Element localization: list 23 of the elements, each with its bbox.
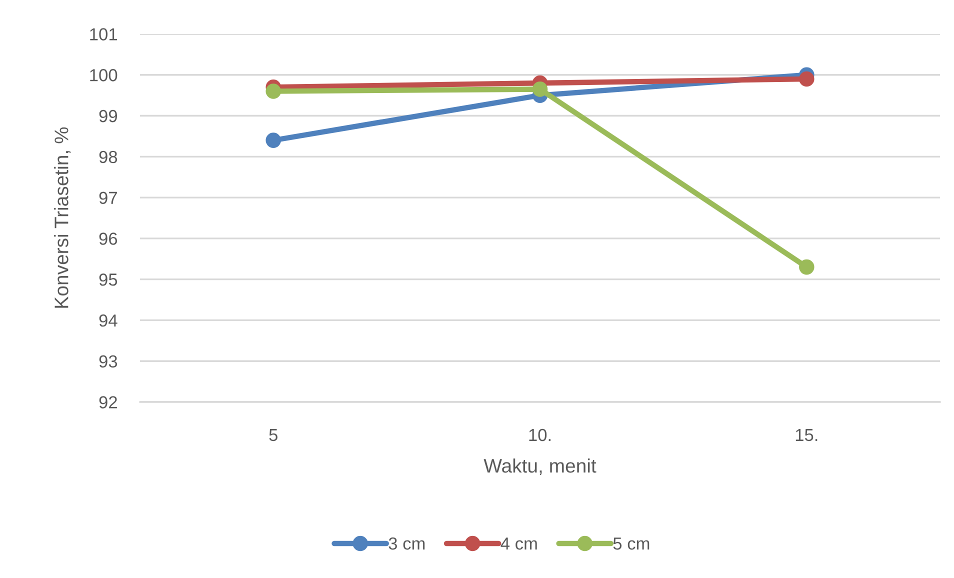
y-tick-label: 98 [99, 150, 118, 164]
point [532, 82, 548, 97]
y-tick-label: 100 [90, 69, 118, 82]
y-tick-label: 93 [99, 355, 118, 368]
x-tick-label: 5 [269, 429, 278, 442]
y-tick-label: 95 [99, 273, 118, 286]
y-tick-label: 94 [99, 314, 118, 327]
y-tick-label: 97 [99, 192, 117, 204]
point [266, 84, 282, 99]
legend-label: 5 cm [613, 538, 650, 550]
point [266, 132, 282, 148]
legend-label: 4 cm [500, 538, 537, 550]
point [799, 259, 814, 275]
x-tick-label: 10. [529, 428, 550, 442]
y-tick-label: 101 [90, 28, 117, 40]
y-tick-label: 92 [99, 396, 117, 408]
x-tick-label: 15. [796, 429, 818, 442]
x-axis-title: Waktu, menit [484, 458, 596, 476]
legend-label: 3 cm [388, 537, 425, 550]
y-axis-title: Konversi Triasetin, % [54, 127, 71, 308]
y-tick-label: 99 [99, 110, 118, 122]
point [799, 71, 814, 87]
y-tick-label: 96 [99, 232, 118, 245]
